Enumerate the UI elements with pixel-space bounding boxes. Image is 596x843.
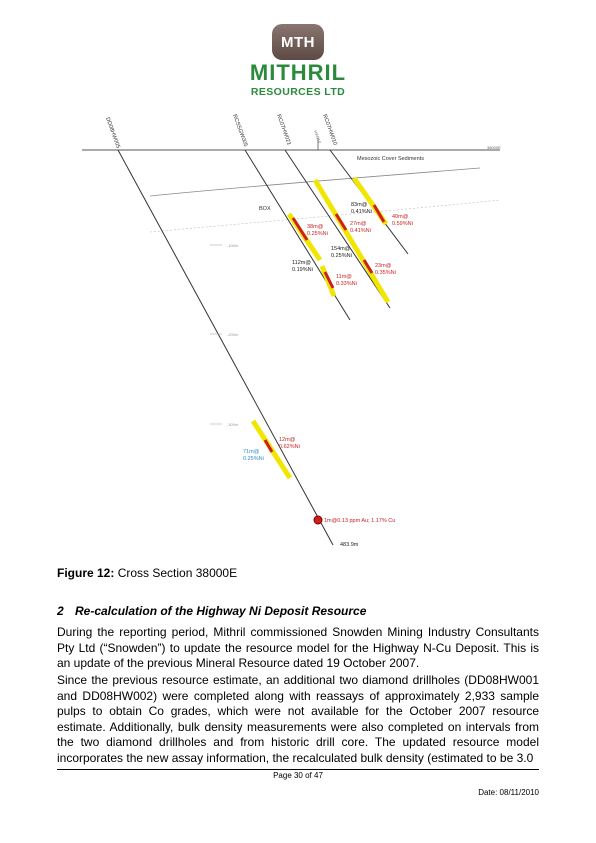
high-grade-interval — [263, 439, 274, 453]
intercept-length: 154m@ — [331, 246, 351, 252]
intercept-length: 12m@ — [279, 437, 296, 443]
page-number: Page 30 of 47 — [273, 771, 323, 780]
section-number: 2 — [57, 604, 64, 618]
au-cu-intercept-label: 1m@0.13 ppm Au; 1.17% Cu — [324, 518, 395, 524]
intercept-length: 112m@ — [292, 260, 311, 266]
intercept-length: 23m@ — [375, 263, 392, 269]
box-label: BOX — [259, 206, 271, 212]
figure-caption: Figure 12: Cross Section 38000E — [57, 566, 237, 580]
intercept-grade: 0.62%Ni — [279, 444, 300, 450]
intercept-length: 27m@ — [350, 221, 367, 227]
au-cu-intercept-marker — [313, 515, 323, 525]
intercept-grade: 0.59%Ni — [392, 221, 413, 227]
figure-caption-text: Cross Section 38000E — [114, 566, 238, 580]
mineralised-interval — [312, 178, 391, 304]
intercept-grade: 0.35%Ni — [375, 270, 396, 276]
cross-section-figure: DD08HW005 RCSSGW005 RC07HW021 HW010 RC07… — [82, 114, 501, 548]
body-paragraph: Since the previous resource estimate, an… — [57, 673, 539, 765]
high-grade-interval — [334, 213, 348, 231]
intercept-length: 83m@ — [351, 202, 368, 208]
high-grade-interval — [291, 217, 309, 241]
intercept-length: 71m@ — [243, 449, 260, 455]
document-date: Date: 08/11/2010 — [478, 788, 539, 797]
company-logo-badge: MTH — [272, 24, 324, 60]
box-contact-line — [149, 199, 501, 233]
intercept-grade: 0.19%Ni — [292, 267, 313, 273]
figure-caption-label: Figure 12: — [57, 566, 115, 580]
depth-label: -200m — [227, 332, 239, 337]
drillhole-trace — [284, 149, 391, 309]
collar-label: RCSSGW005 — [231, 114, 248, 148]
depth-label: -100m — [227, 243, 239, 248]
intercept-grade: 0.33%Ni — [336, 281, 357, 287]
intercept-length: 40m@ — [392, 214, 409, 220]
high-grade-interval — [362, 259, 374, 274]
intercept-grade: 0.41%Ni — [351, 209, 372, 215]
collar-label: RC07HW010 — [321, 114, 338, 147]
collar-label: DD08HW005 — [104, 117, 121, 150]
section-heading: 2 Re-calculation of the Highway Ni Deposi… — [57, 604, 366, 618]
company-logo-subtitle: RESOURCES LTD — [250, 86, 346, 98]
end-of-hole-depth: 483.9m — [340, 542, 359, 548]
cover-label: Mesozoic Cover Sediments — [357, 156, 424, 162]
company-logo-name: MITHRIL — [249, 60, 347, 85]
drillhole-trace — [117, 149, 334, 546]
high-grade-interval — [323, 271, 335, 289]
intercept-length: 11m@ — [336, 274, 352, 280]
footer-divider — [57, 769, 539, 770]
body-paragraph: During the reporting period, Mithril com… — [57, 625, 539, 670]
intercept-grade: 0.25%Ni — [331, 253, 352, 259]
high-grade-interval — [372, 204, 386, 223]
intercept-length: 38m@ — [307, 224, 324, 230]
intercept-grade: 0.41%Ni — [350, 228, 371, 234]
collar-label: RC07HW021 — [275, 114, 292, 147]
intercept-grade: 0.25%Ni — [243, 456, 264, 462]
collar-label: HW010 — [313, 130, 323, 145]
depth-label: -300m — [227, 422, 239, 427]
intercept-grade: 0.25%Ni — [307, 231, 328, 237]
section-title: Re-calculation of the Highway Ni Deposit… — [75, 604, 367, 618]
easting-label: 38000E — [487, 145, 501, 150]
